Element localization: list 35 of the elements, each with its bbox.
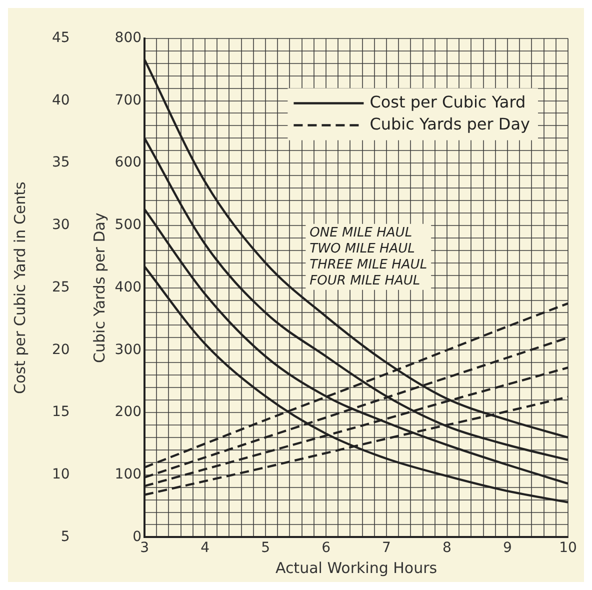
y2-tick-label: 20 (52, 342, 70, 358)
y2-tick-label: 45 (52, 30, 70, 46)
y-tick-label: 500 (114, 217, 142, 234)
y-tick-label: 400 (114, 279, 142, 296)
x-tick-label: 9 (503, 540, 512, 556)
annotation: FOUR MILE HAUL (310, 273, 420, 288)
y-tick-label: 0 (132, 528, 142, 545)
y-tick-label: 100 (114, 466, 142, 482)
y2-axis-title: Cost per Cubic Yard in Cents (10, 181, 29, 394)
legend-label: Cost per Cubic Yard (370, 92, 526, 112)
y2-tick-label: 10 (52, 466, 70, 482)
y-axis-title: Cubic Yards per Day (90, 212, 109, 363)
annotation: THREE MILE HAUL (310, 257, 428, 272)
y-tick-label: 700 (114, 92, 142, 108)
x-tick-label: 7 (382, 540, 391, 556)
y-tick-label: 300 (114, 342, 142, 358)
y2-tick-label: 35 (52, 154, 70, 171)
x-axis-title: Actual Working Hours (275, 558, 438, 577)
y-tick-label: 200 (114, 404, 142, 420)
x-tick-label: 6 (322, 540, 331, 556)
x-tick-label: 3 (140, 540, 149, 556)
x-tick-label: 10 (559, 540, 577, 556)
y-tick-label: 600 (114, 154, 142, 171)
y2-tick-label: 40 (52, 92, 70, 108)
y2-tick-label: 25 (52, 279, 70, 296)
y2-tick-label: 5 (60, 528, 70, 545)
x-tick-label: 4 (200, 540, 210, 556)
legend-label: Cubic Yards per Day (370, 114, 530, 134)
y2-tick-label: 15 (52, 404, 70, 420)
y2-tick-label: 30 (52, 217, 70, 234)
annotation: ONE MILE HAUL (310, 225, 412, 240)
x-tick-label: 5 (261, 540, 270, 556)
x-tick-label: 8 (442, 540, 452, 556)
y-tick-label: 800 (114, 30, 142, 46)
annotation: TWO MILE HAUL (310, 241, 415, 256)
